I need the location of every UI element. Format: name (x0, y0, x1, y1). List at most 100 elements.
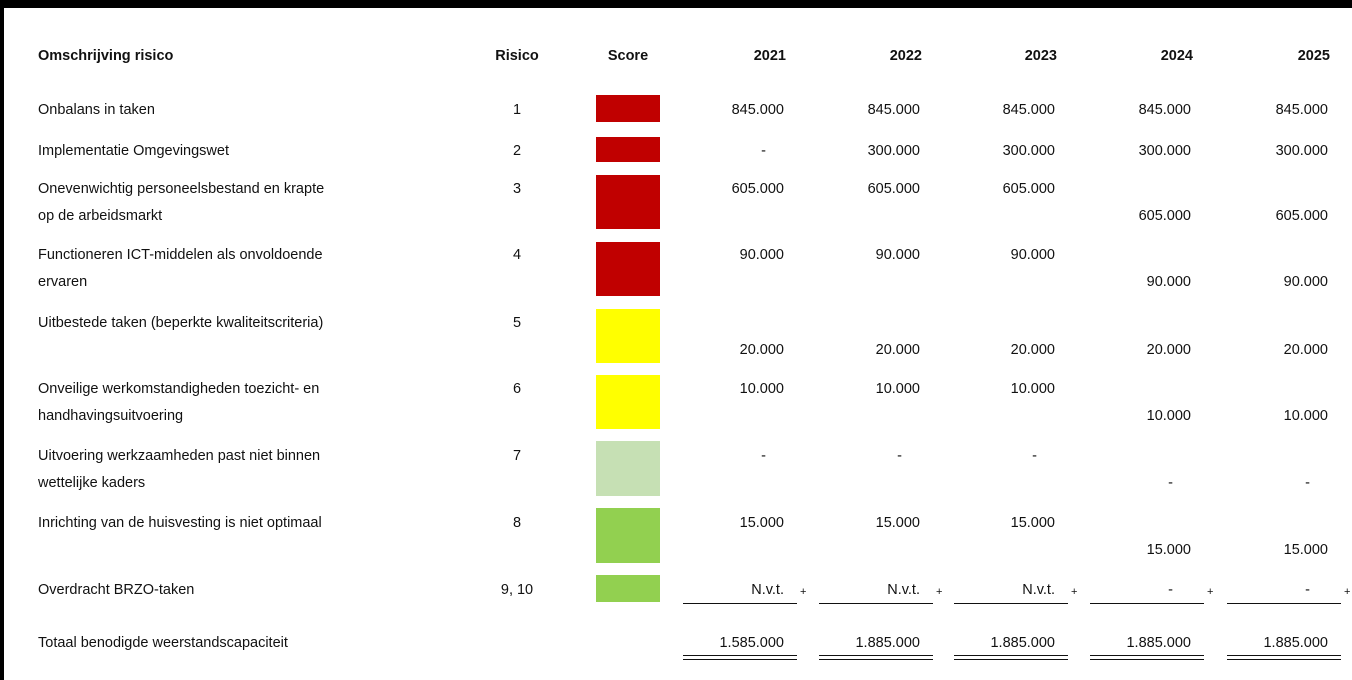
double-line (1090, 659, 1204, 660)
score-box (596, 137, 660, 162)
value: 300.000 (867, 143, 920, 159)
value: 90.000 (1146, 274, 1191, 290)
risk-description: Functioneren ICT-middelen als onvoldoend… (38, 247, 323, 263)
value: 20.000 (875, 342, 920, 358)
plus-sign: + (1071, 586, 1078, 598)
column-header: 2022 (889, 48, 922, 64)
value: 10.000 (1283, 408, 1328, 424)
value: 20.000 (1146, 342, 1191, 358)
value: - (897, 448, 902, 464)
score-box (596, 95, 660, 122)
value: 605.000 (867, 181, 920, 197)
score-box (596, 575, 660, 602)
value: 90.000 (875, 247, 920, 263)
value: 15.000 (875, 515, 920, 531)
total-value: 1.885.000 (1263, 635, 1328, 651)
column-header: Risico (495, 48, 539, 64)
double-line (819, 655, 933, 656)
risk-description: handhavingsuitvoering (38, 408, 184, 424)
total-value: 1.885.000 (855, 635, 920, 651)
column-header: Omschrijving risico (38, 48, 174, 64)
value: 10.000 (875, 381, 920, 397)
plus-sign: + (800, 586, 807, 598)
value: 300.000 (1275, 143, 1328, 159)
value: 605.000 (1275, 208, 1328, 224)
column-header: 2021 (753, 48, 786, 64)
sum-line (1090, 603, 1204, 604)
value: 845.000 (1138, 102, 1191, 118)
plus-sign: + (1344, 586, 1351, 598)
value: 605.000 (731, 181, 784, 197)
value: 90.000 (1010, 247, 1055, 263)
plus-sign: + (1207, 586, 1214, 598)
value: N.v.t. (887, 582, 920, 598)
risk-description: op de arbeidsmarkt (38, 208, 163, 224)
value: 605.000 (1002, 181, 1055, 197)
risk-description: Inrichting van de huisvesting is niet op… (38, 515, 322, 531)
value: - (1168, 475, 1173, 491)
score-box (596, 242, 660, 296)
value: 845.000 (1002, 102, 1055, 118)
total-value: 1.885.000 (990, 635, 1055, 651)
double-line (683, 655, 797, 656)
risk-description: Onbalans in taken (38, 102, 155, 118)
risk-description: Overdracht BRZO-taken (38, 582, 195, 598)
value: - (1305, 475, 1310, 491)
total-description: Totaal benodigde weerstandscapaciteit (38, 635, 288, 651)
risk-description: Onevenwichtig personeelsbestand en krapt… (38, 181, 325, 197)
value: N.v.t. (1022, 582, 1055, 598)
risk-description: Uitbestede taken (beperkte kwaliteitscri… (38, 315, 324, 331)
sum-line (819, 603, 933, 604)
value: 90.000 (739, 247, 784, 263)
value: - (1305, 582, 1310, 598)
double-line (954, 659, 1068, 660)
value: 300.000 (1002, 143, 1055, 159)
double-line (1227, 659, 1341, 660)
risk-description: Uitvoering werkzaamheden past niet binne… (38, 448, 321, 464)
value: 845.000 (731, 102, 784, 118)
risk-number: 4 (512, 247, 522, 263)
score-box (596, 309, 660, 363)
score-box (596, 175, 660, 229)
sum-line (1227, 603, 1341, 604)
value: - (1032, 448, 1037, 464)
value: 90.000 (1283, 274, 1328, 290)
value: 20.000 (1283, 342, 1328, 358)
double-line (954, 655, 1068, 656)
value: 10.000 (739, 381, 784, 397)
value: 15.000 (1146, 542, 1191, 558)
double-line (1227, 655, 1341, 656)
value: 15.000 (1010, 515, 1055, 531)
risk-number: 1 (512, 102, 522, 118)
risk-number: 5 (512, 315, 522, 331)
value: - (761, 143, 766, 159)
score-box (596, 441, 660, 496)
risk-number: 7 (512, 448, 522, 464)
risk-number: 3 (512, 181, 522, 197)
plus-sign: + (936, 586, 943, 598)
value: N.v.t. (751, 582, 784, 598)
value: 10.000 (1010, 381, 1055, 397)
risk-number: 8 (512, 515, 522, 531)
risk-number: 6 (512, 381, 522, 397)
sum-line (683, 603, 797, 604)
risk-number: 2 (512, 143, 522, 159)
value: 845.000 (867, 102, 920, 118)
value: 15.000 (739, 515, 784, 531)
score-box (596, 508, 660, 563)
total-value: 1.885.000 (1126, 635, 1191, 651)
column-header: Score (607, 48, 649, 64)
risk-description: Onveilige werkomstandigheden toezicht- e… (38, 381, 320, 397)
value: 15.000 (1283, 542, 1328, 558)
risk-description: Implementatie Omgevingswet (38, 143, 229, 159)
sum-line (954, 603, 1068, 604)
value: - (1168, 582, 1173, 598)
risk-number: 9, 10 (500, 582, 534, 598)
value: 605.000 (1138, 208, 1191, 224)
column-header: 2025 (1297, 48, 1330, 64)
value: - (761, 448, 766, 464)
value: 300.000 (1138, 143, 1191, 159)
total-value: 1.585.000 (719, 635, 784, 651)
